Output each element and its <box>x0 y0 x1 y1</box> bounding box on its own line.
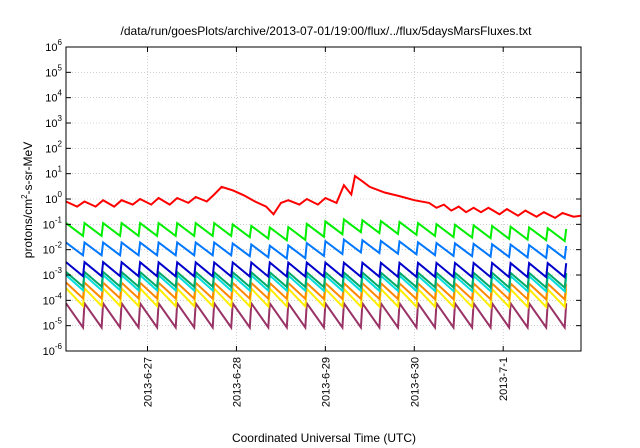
y-tick-base: 10 <box>43 346 55 358</box>
y-tick-base: 10 <box>45 42 57 54</box>
series-line-6 <box>66 280 568 302</box>
y-tick-exponent: 0 <box>58 190 63 199</box>
y-tick-label: 100 <box>45 190 62 206</box>
series-line-7 <box>66 286 568 310</box>
series-line-2 <box>66 237 568 261</box>
y-tick-label: 105 <box>45 63 62 79</box>
chart-title: /data/run/goesPlots/archive/2013-07-01/1… <box>121 24 533 38</box>
y-tick-exponent: -5 <box>55 317 63 326</box>
y-tick-exponent: -2 <box>55 241 63 250</box>
y-tick-exponent: -1 <box>55 215 63 224</box>
series-group <box>66 174 581 331</box>
y-tick-label: 10-3 <box>43 266 63 282</box>
series-line-4 <box>66 269 568 290</box>
y-tick-base: 10 <box>43 321 55 333</box>
x-axis-label: Coordinated Universal Time (UTC) <box>232 431 416 445</box>
y-tick-base: 10 <box>45 93 57 105</box>
x-tick-label: 2013-6-27 <box>143 357 155 407</box>
series-line-0 <box>66 174 581 220</box>
y-tick-base: 10 <box>43 219 55 231</box>
x-tick-label: 2013-6-30 <box>409 357 421 407</box>
x-tick-label: 2013-7-1 <box>498 357 510 401</box>
y-tick-base: 10 <box>45 194 57 206</box>
x-tick-label: 2013-6-28 <box>231 357 243 407</box>
y-tick-base: 10 <box>45 118 57 130</box>
y-tick-label: 10-6 <box>43 342 63 358</box>
y-tick-exponent: -3 <box>55 266 63 275</box>
y-tick-exponent: 4 <box>58 89 63 98</box>
y-tick-base: 10 <box>45 169 57 181</box>
y-tick-label: 106 <box>45 38 62 54</box>
y-tick-exponent: 5 <box>58 63 63 72</box>
y-tick-label: 10-5 <box>43 317 63 333</box>
y-tick-exponent: 2 <box>58 139 63 148</box>
y-tick-exponent: -4 <box>55 291 63 300</box>
y-axis: 10-610-510-410-310-210-11001011021031041… <box>43 38 581 358</box>
series-line-3 <box>66 260 568 280</box>
y-tick-exponent: -6 <box>55 342 63 351</box>
y-tick-base: 10 <box>43 245 55 257</box>
y-tick-exponent: 3 <box>58 114 63 123</box>
y-axis-label: protons/cm2-s-sr-MeV <box>20 142 35 258</box>
y-tick-label: 104 <box>45 89 62 105</box>
y-tick-label: 10-2 <box>43 241 63 257</box>
y-tick-base: 10 <box>45 143 57 155</box>
x-tick-label: 2013-6-29 <box>320 357 332 407</box>
y-tick-base: 10 <box>43 270 55 282</box>
y-tick-label: 10-1 <box>43 215 63 231</box>
y-tick-label: 102 <box>45 139 62 155</box>
y-tick-base: 10 <box>45 67 57 79</box>
y-tick-label: 10-4 <box>43 291 63 307</box>
y-tick-label: 103 <box>45 114 62 130</box>
y-tick-exponent: 6 <box>58 38 63 47</box>
series-line-1 <box>66 217 568 243</box>
y-tick-label: 101 <box>45 165 62 181</box>
series-line-8 <box>66 300 568 331</box>
series-line-5 <box>66 272 568 294</box>
x-axis: 2013-6-27 2013-6-28 2013-6-29 2013-6-30 2013… <box>143 47 510 407</box>
y-tick-base: 10 <box>43 295 55 307</box>
y-tick-exponent: 1 <box>58 165 63 174</box>
